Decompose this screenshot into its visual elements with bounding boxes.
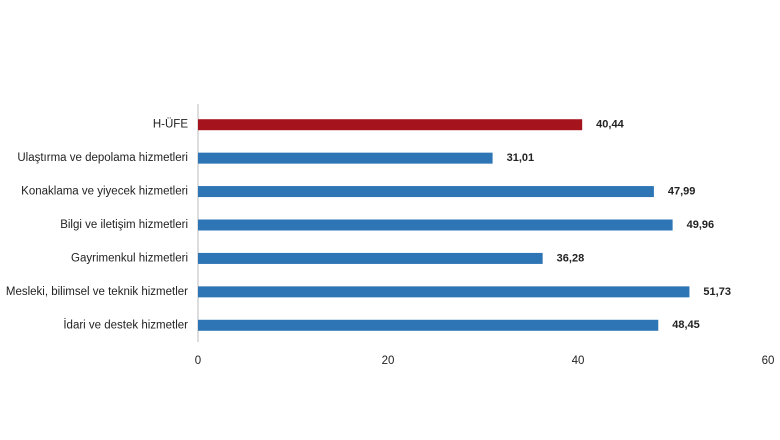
bar (198, 186, 654, 198)
bar (198, 319, 659, 331)
value-label: 31,01 (507, 152, 535, 164)
y-tick-label: Konaklama ve yiyecek hizmetleri (21, 186, 188, 198)
y-tick-label: Bilgi ve iletişim hizmetleri (60, 219, 188, 231)
y-tick-label: Ulaştırma ve depolama hizmetleri (17, 152, 188, 164)
bar (198, 219, 673, 231)
value-label: 36,28 (557, 252, 585, 264)
y-tick-label: H-ÜFE (153, 119, 188, 131)
y-tick-label: Gayrimenkul hizmetleri (71, 252, 188, 264)
bar (198, 119, 583, 131)
value-label: 51,73 (703, 286, 731, 298)
value-label: 47,99 (668, 185, 696, 197)
x-tick-label: 0 (195, 355, 201, 367)
value-label: 40,44 (596, 119, 624, 131)
x-tick-label: 20 (382, 355, 395, 367)
bar (198, 286, 690, 298)
bar (198, 252, 543, 264)
y-tick-label: Mesleki, bilimsel ve teknik hizmetler (6, 286, 188, 298)
x-tick-label: 40 (572, 355, 585, 367)
value-label: 48,45 (672, 319, 700, 331)
value-label: 49,96 (687, 219, 715, 231)
x-tick-label: 60 (762, 355, 775, 367)
bar (198, 152, 493, 164)
y-tick-label: İdari ve destek hizmetler (63, 318, 188, 331)
